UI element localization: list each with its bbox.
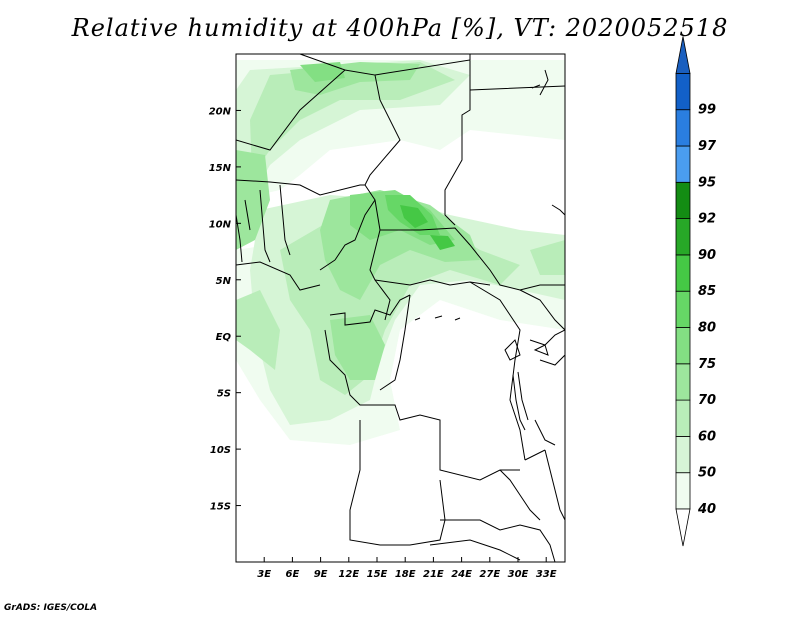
border-line bbox=[379, 281, 526, 461]
x-tick-label: 18E bbox=[395, 569, 416, 580]
humidity-area bbox=[236, 150, 270, 250]
colorbar-label: 90 bbox=[698, 248, 716, 263]
border-line bbox=[519, 289, 565, 366]
colorbar-label: 99 bbox=[698, 103, 716, 118]
colorbar-segment bbox=[675, 109, 691, 147]
colorbar-label: 92 bbox=[698, 212, 716, 227]
y-tick-label: 15S bbox=[210, 502, 231, 513]
colorbar-segment bbox=[675, 145, 691, 183]
x-tick-label: 3E bbox=[257, 569, 271, 580]
colorbar-segment bbox=[675, 363, 691, 401]
border-line bbox=[469, 69, 565, 96]
country-borders bbox=[236, 54, 565, 562]
map-title: Relative humidity at 400hPa [%], VT: 202… bbox=[71, 14, 729, 42]
colorbar-segment bbox=[675, 218, 691, 256]
x-tick-label: 24E bbox=[451, 569, 472, 580]
colorbar-label: 40 bbox=[697, 502, 716, 517]
y-tick-label: 5S bbox=[217, 389, 231, 400]
humidity-area bbox=[400, 205, 428, 228]
border-line bbox=[329, 294, 411, 326]
border-line bbox=[299, 54, 471, 226]
colorbar-segment bbox=[675, 435, 691, 474]
border-line bbox=[236, 261, 321, 291]
border-line bbox=[324, 329, 520, 481]
x-axis-ticks: 3E 6E 9E 12E 15E 18E 21E 24E 27E 30E 33E bbox=[257, 557, 557, 580]
colorbar-label: 80 bbox=[698, 321, 716, 336]
x-tick-label: 9E bbox=[314, 569, 328, 580]
border-line bbox=[414, 315, 461, 321]
humidity-field bbox=[236, 60, 565, 445]
colorbar-label: 97 bbox=[698, 139, 717, 154]
border-line bbox=[374, 279, 491, 286]
y-tick-label: 10S bbox=[210, 445, 231, 456]
x-tick-label: 12E bbox=[338, 569, 359, 580]
y-axis-ticks: 20N 15N 10N 5N EQ 5S 10S 15S bbox=[209, 106, 241, 513]
y-tick-label: 10N bbox=[209, 219, 232, 230]
humidity-area bbox=[300, 62, 345, 82]
border-line bbox=[236, 179, 381, 231]
colorbar-label: 60 bbox=[698, 429, 716, 444]
x-tick-label: 21E bbox=[423, 569, 444, 580]
humidity-area bbox=[236, 290, 280, 370]
border-line bbox=[504, 339, 549, 361]
y-tick-label: 5N bbox=[216, 276, 232, 287]
border-line bbox=[512, 371, 529, 431]
border-line bbox=[244, 184, 291, 263]
border-line bbox=[551, 204, 565, 216]
border-line bbox=[380, 227, 565, 291]
colorbar-segment bbox=[675, 290, 691, 328]
colorbar-label: 70 bbox=[698, 393, 716, 408]
colorbar-segment bbox=[675, 399, 691, 437]
humidity-area bbox=[430, 235, 455, 250]
border-line bbox=[499, 469, 541, 521]
colorbar-segment bbox=[675, 472, 691, 510]
y-tick-label: 15N bbox=[209, 163, 232, 174]
colorbar-label: 95 bbox=[698, 175, 716, 190]
border-line bbox=[524, 419, 565, 521]
border-line bbox=[349, 420, 446, 546]
x-tick-label: 27E bbox=[479, 569, 500, 580]
colorbar-label: 85 bbox=[698, 284, 716, 299]
border-line bbox=[429, 519, 556, 562]
colorbar-segment bbox=[675, 73, 691, 111]
y-tick-label: EQ bbox=[216, 332, 232, 343]
colorbar: 40 50 60 70 75 80 85 90 92 95 97 99 bbox=[675, 36, 717, 547]
colorbar-min-arrow bbox=[675, 508, 691, 547]
x-tick-label: 33E bbox=[536, 569, 557, 580]
colorbar-segment bbox=[675, 327, 691, 365]
x-tick-label: 30E bbox=[508, 569, 529, 580]
x-tick-label: 6E bbox=[286, 569, 300, 580]
border-line bbox=[319, 199, 376, 271]
colorbar-label: 50 bbox=[698, 466, 716, 481]
colorbar-max-arrow bbox=[675, 36, 691, 74]
humidity-area bbox=[330, 315, 385, 380]
y-tick-label: 20N bbox=[209, 106, 232, 117]
colorbar-segment bbox=[675, 181, 691, 220]
colorbar-label: 75 bbox=[698, 357, 716, 372]
x-tick-label: 15E bbox=[367, 569, 388, 580]
humidity-area bbox=[530, 240, 565, 275]
credit-label: GrADS: IGES/COLA bbox=[4, 603, 98, 613]
colorbar-segment bbox=[675, 254, 691, 292]
plot-frame bbox=[235, 53, 566, 563]
